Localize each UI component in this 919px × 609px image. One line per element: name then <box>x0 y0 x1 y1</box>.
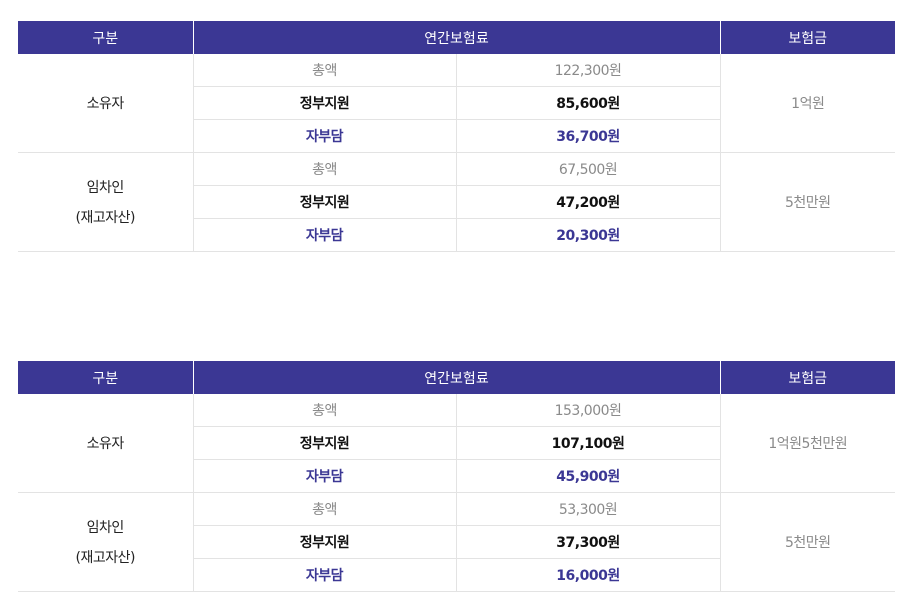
gov-support-value: 107,100원 <box>455 426 720 460</box>
gov-support-label: 정부지원 <box>192 525 456 559</box>
category-label: 임차인 <box>86 520 125 536</box>
table-row: 정부지원 85,600원 <box>18 86 895 120</box>
self-pay-value: 20,300원 <box>455 218 720 252</box>
gov-support-label: 정부지원 <box>192 426 456 460</box>
self-pay-value: 36,700원 <box>455 119 720 153</box>
total-label: 총액 <box>192 152 456 186</box>
gov-support-value: 47,200원 <box>455 185 720 219</box>
self-pay-label: 자부담 <box>192 558 456 592</box>
table-row: 정부지원 107,100원 <box>18 426 895 460</box>
coverage-value: 1억원 <box>719 54 895 153</box>
total-value: 67,500원 <box>455 152 720 186</box>
table-row: 소유자 총액 122,300원 1억원 <box>18 54 895 153</box>
category-cell: 소유자 <box>18 54 193 153</box>
premium-table-2: 구분 연간보험료 보험금 소유자 총액 153,000원 1억원5천만원 정부지… <box>18 361 895 592</box>
total-label: 총액 <box>192 54 456 87</box>
category-sublabel: (재고자산) <box>75 550 136 566</box>
header-annual-premium: 연간보험료 <box>192 21 720 54</box>
category-label: 소유자 <box>86 96 125 112</box>
category-cell: 소유자 <box>18 394 193 493</box>
self-pay-value: 16,000원 <box>455 558 720 592</box>
total-label: 총액 <box>192 394 456 427</box>
header-annual-premium: 연간보험료 <box>192 361 720 394</box>
table-header-row: 구분 연간보험료 보험금 <box>18 361 895 394</box>
table-row: 자부담 45,900원 <box>18 459 895 493</box>
table-row: 소유자 총액 153,000원 1억원5천만원 <box>18 394 895 493</box>
category-cell: 임차인 (재고자산) <box>18 152 193 252</box>
category-label: 소유자 <box>86 436 125 452</box>
header-category: 구분 <box>18 361 193 394</box>
table-row: 자부담 16,000원 <box>18 558 895 592</box>
header-coverage: 보험금 <box>719 21 895 54</box>
header-coverage: 보험금 <box>719 361 895 394</box>
gov-support-label: 정부지원 <box>192 185 456 219</box>
table-row: 정부지원 37,300원 <box>18 525 895 559</box>
table-header-row: 구분 연간보험료 보험금 <box>18 21 895 54</box>
total-value: 153,000원 <box>455 394 720 427</box>
table-row: 정부지원 47,200원 <box>18 185 895 219</box>
total-value: 122,300원 <box>455 54 720 87</box>
header-category: 구분 <box>18 21 193 54</box>
premium-table-1: 구분 연간보험료 보험금 소유자 총액 122,300원 1억원 정부지원 85… <box>18 21 895 252</box>
coverage-value: 1억원5천만원 <box>719 394 895 493</box>
table-row: 임차인 (재고자산) 총액 53,300원 5천만원 <box>18 492 895 592</box>
total-value: 53,300원 <box>455 492 720 526</box>
category-cell: 임차인 (재고자산) <box>18 492 193 592</box>
category-sublabel: (재고자산) <box>75 210 136 226</box>
gov-support-label: 정부지원 <box>192 86 456 120</box>
table-row: 임차인 (재고자산) 총액 67,500원 5천만원 <box>18 152 895 252</box>
coverage-value: 5천만원 <box>719 152 895 252</box>
self-pay-label: 자부담 <box>192 459 456 493</box>
self-pay-label: 자부담 <box>192 119 456 153</box>
gov-support-value: 85,600원 <box>455 86 720 120</box>
table-row: 자부담 36,700원 <box>18 119 895 153</box>
category-label: 임차인 <box>86 180 125 196</box>
self-pay-value: 45,900원 <box>455 459 720 493</box>
total-label: 총액 <box>192 492 456 526</box>
table-row: 자부담 20,300원 <box>18 218 895 252</box>
gov-support-value: 37,300원 <box>455 525 720 559</box>
self-pay-label: 자부담 <box>192 218 456 252</box>
coverage-value: 5천만원 <box>719 492 895 592</box>
